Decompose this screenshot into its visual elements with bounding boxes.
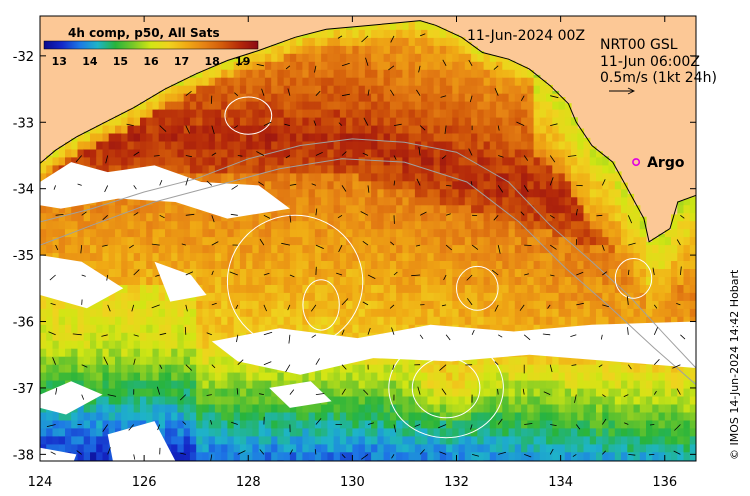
latitude-axis: -32 -33 -34 -35 -36 -37 -38 [13, 50, 696, 463]
map-plot-area [40, 16, 696, 461]
sea-level-contours [224, 96, 653, 439]
colorbar-tick-label: 18 [204, 55, 219, 68]
scale-arrow-icon [609, 87, 636, 95]
temperature-colorbar: 4h comp, p50, All Sats 13 14 15 16 17 18 19 [43, 26, 259, 68]
longitude-tick-label: 126 [132, 475, 157, 490]
latitude-tick-label: -32 [13, 50, 34, 65]
longitude-tick-label: 128 [236, 475, 261, 490]
bathymetry-contour-deep [40, 158, 696, 385]
colorbar-title: 4h comp, p50, All Sats [68, 26, 220, 40]
longitude-tick-label: 134 [548, 475, 573, 490]
colorbar-tick-label: 13 [52, 55, 67, 68]
latitude-tick-label: -34 [13, 183, 34, 198]
latitude-tick-label: -37 [13, 382, 34, 397]
latitude-tick-label: -33 [13, 116, 34, 131]
longitude-tick-label: 132 [444, 475, 469, 490]
longitude-tick-label: 130 [340, 475, 365, 490]
colorbar-tick-label: 14 [82, 55, 98, 68]
credit-text: © IMOS 14-Jun-2024 14:42 Hobart [728, 269, 741, 460]
plot-frame [39, 15, 697, 462]
current-time: 11-Jun 06:00Z [600, 54, 700, 70]
colorbar-bar [43, 40, 259, 50]
colorbar-tick-label: 16 [143, 55, 159, 68]
current-vector-arrows [46, 33, 686, 461]
latitude-tick-label: -38 [13, 448, 34, 463]
colorbar-tick-label: 19 [235, 55, 250, 68]
current-product: NRT00 GSL [600, 37, 678, 53]
latitude-tick-label: -36 [13, 316, 34, 331]
argo-float-marker [632, 158, 641, 167]
longitude-tick-label: 124 [28, 475, 53, 490]
longitude-tick-label: 136 [652, 475, 677, 490]
current-scale: 0.5m/s (1kt 24h) [600, 70, 717, 86]
colorbar-tick-label: 15 [113, 55, 128, 68]
current-info: NRT00 GSL 11-Jun 06:00Z 0.5m/s (1kt 24h) [600, 37, 717, 95]
longitude-axis: 124 126 128 130 132 134 136 [28, 16, 677, 490]
latitude-tick-label: -35 [13, 249, 34, 264]
argo-label: Argo [647, 155, 685, 171]
map-date: 11-Jun-2024 00Z [467, 28, 585, 44]
coastline [40, 20, 696, 243]
colorbar-tick-label: 17 [174, 55, 189, 68]
